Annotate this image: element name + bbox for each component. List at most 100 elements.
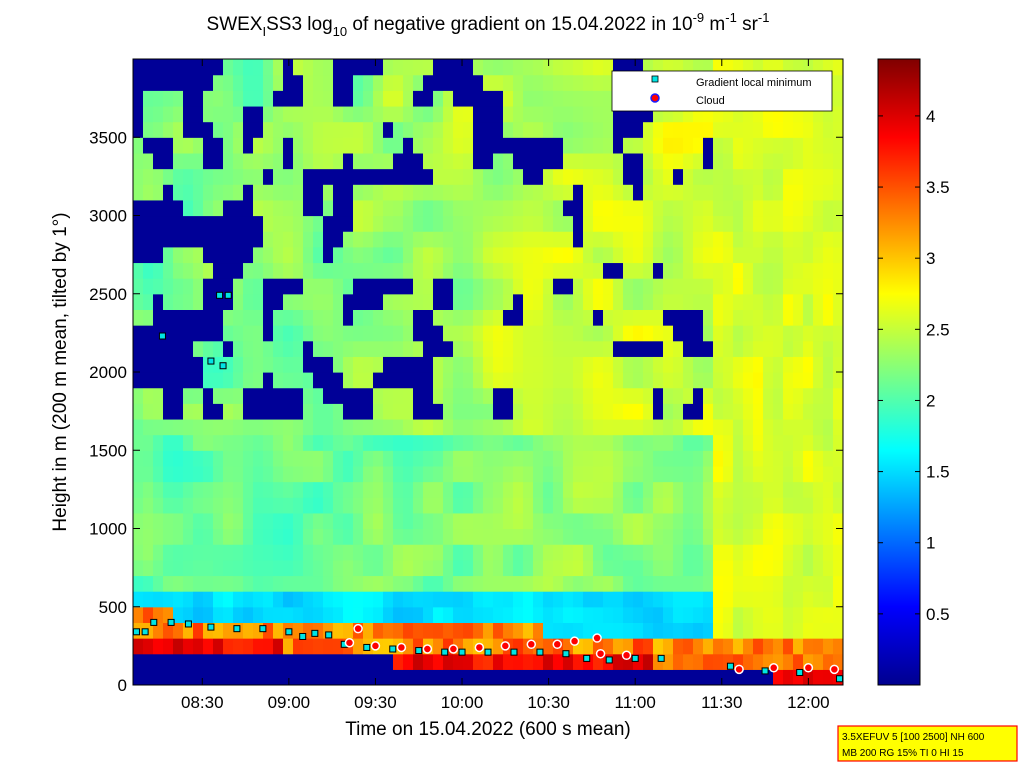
heatmap-cell (273, 638, 284, 655)
heatmap-cell (683, 184, 694, 201)
heatmap-cell (343, 121, 354, 138)
heatmap-cell (373, 90, 384, 107)
heatmap-cell (503, 403, 514, 420)
heatmap-cell (703, 465, 714, 483)
y-tick-label: 1500 (89, 441, 127, 460)
heatmap-cell (423, 559, 434, 577)
heatmap-cell (793, 278, 804, 295)
heatmap-cell (423, 137, 434, 154)
heatmap-cell (803, 293, 814, 310)
heatmap-cell (563, 309, 574, 326)
heatmap-cell (623, 544, 634, 561)
info-line-1: 3.5XEFUV 5 [100 2500] NH 600 (842, 732, 985, 743)
heatmap-cell (723, 418, 734, 436)
heatmap-cell (673, 278, 684, 295)
heatmap-cell (653, 231, 664, 248)
heatmap-cell (313, 575, 324, 592)
heatmap-cell (403, 669, 414, 685)
heatmap-cell (583, 372, 594, 389)
heatmap-cell (593, 184, 604, 201)
heatmap-cell (193, 591, 204, 608)
heatmap-cell (693, 340, 704, 357)
heatmap-cell (413, 262, 424, 279)
heatmap-cell (263, 622, 274, 639)
heatmap-cell (553, 309, 564, 326)
heatmap-cell (403, 278, 414, 295)
heatmap-cell (393, 434, 404, 451)
heatmap-cell (683, 512, 694, 530)
heatmap-cell (383, 325, 394, 342)
heatmap-cell (583, 74, 594, 91)
heatmap-cell (603, 591, 614, 608)
heatmap-cell (483, 340, 494, 357)
heatmap-cell (163, 356, 174, 373)
heatmap-cell (283, 215, 294, 232)
heatmap-cell (273, 199, 284, 217)
heatmap-cell (453, 74, 464, 91)
heatmap-cell (143, 340, 154, 357)
heatmap-cell (763, 387, 774, 404)
heatmap-cell (343, 622, 354, 639)
heatmap-cell (633, 575, 644, 592)
heatmap-cell (713, 356, 724, 373)
heatmap-cell (683, 622, 694, 639)
heatmap-cell (233, 372, 244, 389)
heatmap-cell (293, 434, 304, 451)
heatmap-cell (753, 653, 764, 670)
heatmap-cell (233, 309, 244, 326)
heatmap-cell (503, 559, 514, 577)
heatmap-cell (203, 465, 214, 483)
heatmap-cell (373, 246, 384, 264)
heatmap-cell (823, 137, 834, 154)
heatmap-cell (403, 528, 414, 545)
heatmap-cell (703, 512, 714, 530)
heatmap-cell (653, 465, 664, 483)
heatmap-cell (413, 481, 424, 498)
heatmap-cell (573, 434, 584, 451)
heatmap-cell (273, 591, 284, 608)
heatmap-cell (323, 340, 334, 357)
heatmap-cell (493, 137, 504, 154)
heatmap-cell (773, 231, 784, 248)
heatmap-cell (643, 434, 654, 451)
heatmap-cell (683, 325, 694, 342)
heatmap-cell (483, 528, 494, 545)
heatmap-cell (383, 372, 394, 389)
heatmap-cell (443, 152, 454, 170)
heatmap-cell (143, 184, 154, 201)
heatmap-cell (653, 559, 664, 577)
heatmap-cell (753, 137, 764, 154)
heatmap-cell (183, 325, 194, 342)
heatmap-cell (733, 418, 744, 436)
heatmap-cell (623, 559, 634, 577)
heatmap-cell (403, 137, 414, 154)
heatmap-cell (563, 653, 574, 670)
heatmap-cell (623, 231, 634, 248)
heatmap-cell (743, 465, 754, 483)
heatmap-cell (233, 591, 244, 608)
heatmap-cell (523, 59, 534, 76)
heatmap-cell (233, 137, 244, 154)
heatmap-cell (733, 137, 744, 154)
heatmap-cell (443, 278, 454, 295)
heatmap-cell (393, 575, 404, 592)
heatmap-cell (213, 606, 224, 623)
heatmap-cell (833, 481, 843, 498)
heatmap-cell (633, 184, 644, 201)
heatmap-cell (633, 325, 644, 342)
heatmap-cell (223, 262, 234, 279)
heatmap-cell (353, 528, 364, 545)
heatmap-cell (593, 278, 604, 295)
heatmap-cell (683, 403, 694, 420)
heatmap-cell (573, 121, 584, 138)
heatmap-cell (213, 105, 224, 123)
heatmap-cell (373, 497, 384, 514)
heatmap-cell (423, 90, 434, 107)
heatmap-cell (713, 137, 724, 154)
heatmap-cell (433, 403, 444, 420)
heatmap-cell (653, 512, 664, 530)
heatmap-cell (633, 262, 644, 279)
heatmap-cell (773, 481, 784, 498)
heatmap-cell (313, 403, 324, 420)
heatmap-cell (793, 59, 804, 76)
